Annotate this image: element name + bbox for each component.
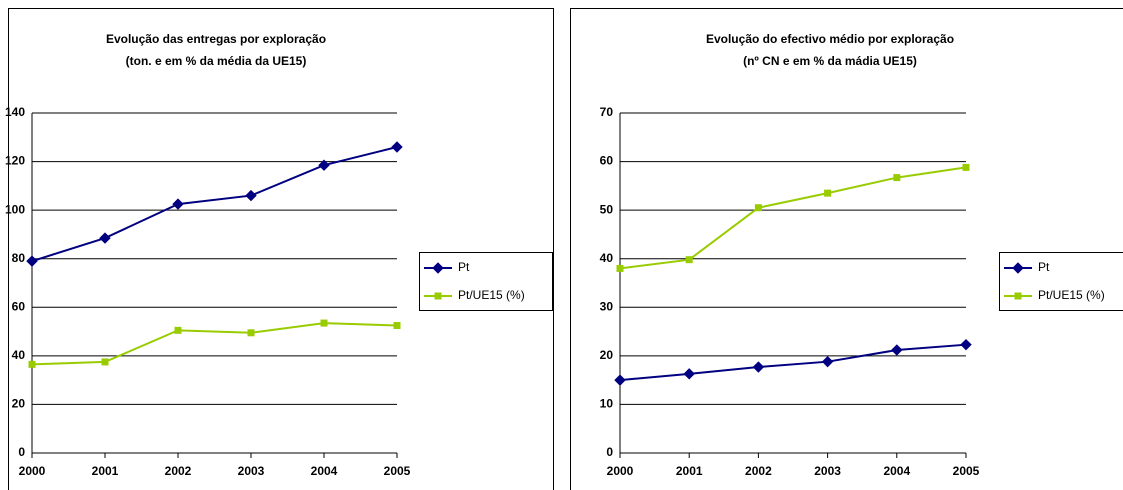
y-tick-label: 140 (5, 105, 25, 119)
x-tick-label: 2003 (814, 464, 841, 478)
point-marker (99, 232, 111, 244)
point-marker (393, 322, 401, 329)
point-marker (247, 329, 255, 337)
point-marker (685, 256, 693, 264)
point-marker (245, 189, 257, 202)
chart-frame (570, 8, 1123, 490)
legend-box (999, 252, 1123, 311)
y-tick-label: 40 (600, 251, 614, 265)
chart-subtitle: (ton. e em % da média da UE15) (126, 54, 307, 68)
x-tick-label: 2003 (238, 464, 265, 478)
chart-frame (8, 8, 554, 490)
point-marker (616, 264, 624, 272)
x-tick-label: 2000 (19, 464, 46, 478)
x-tick-label: 2001 (676, 464, 703, 478)
legend-label: Pt/UE15 (%) (458, 288, 525, 302)
y-tick-label: 40 (12, 348, 26, 362)
point-marker (1012, 262, 1024, 274)
point-marker (821, 355, 834, 368)
chart-title: Evolução do efectivo médio por exploraçã… (706, 32, 954, 46)
y-tick-label: 0 (606, 445, 613, 459)
x-tick-label: 2002 (745, 464, 772, 478)
point-marker (614, 374, 626, 386)
point-marker (320, 319, 328, 327)
y-tick-label: 30 (600, 299, 614, 313)
y-tick-label: 0 (18, 445, 25, 459)
y-tick-label: 20 (12, 397, 26, 411)
series-line (619, 166, 967, 270)
chart-subtitle: (nº CN e em % da mádia UE15) (743, 54, 917, 68)
chart-title: Evolução das entregas por exploração (106, 32, 326, 46)
y-tick-label: 60 (12, 299, 26, 313)
point-marker (754, 204, 762, 212)
legend-label: Pt (1038, 260, 1050, 274)
series-line (31, 146, 398, 263)
legend-label: Pt/UE15 (%) (1038, 288, 1105, 302)
x-tick-label: 2005 (384, 464, 411, 478)
point-marker (318, 159, 330, 171)
y-tick-label: 120 (5, 154, 25, 168)
series-line (31, 322, 398, 366)
point-marker (1014, 292, 1022, 300)
y-tick-label: 60 (600, 154, 614, 168)
point-marker (174, 326, 182, 334)
x-tick-label: 2000 (607, 464, 634, 478)
point-marker (962, 163, 970, 171)
y-tick-label: 100 (5, 202, 25, 216)
legend-label: Pt (458, 260, 470, 274)
point-marker (391, 141, 403, 153)
y-tick-label: 50 (600, 202, 614, 216)
point-marker (172, 198, 184, 210)
point-marker (26, 255, 38, 267)
point-marker (434, 292, 442, 300)
series-line (619, 343, 967, 382)
point-marker (960, 338, 972, 351)
point-marker (28, 360, 36, 368)
legend-box (419, 252, 553, 311)
point-marker (891, 344, 903, 356)
y-tick-label: 70 (600, 105, 614, 119)
x-tick-label: 2001 (92, 464, 119, 478)
point-marker (683, 368, 695, 380)
point-marker (893, 174, 901, 182)
point-marker (101, 358, 109, 366)
y-tick-label: 10 (600, 397, 614, 411)
x-tick-label: 2002 (165, 464, 192, 478)
y-tick-label: 80 (12, 251, 26, 265)
y-tick-label: 20 (600, 348, 614, 362)
x-tick-label: 2004 (883, 464, 910, 478)
point-marker (752, 361, 765, 373)
point-marker (824, 189, 832, 197)
x-tick-label: 2005 (953, 464, 980, 478)
point-marker (432, 262, 444, 274)
x-tick-label: 2004 (311, 464, 338, 478)
